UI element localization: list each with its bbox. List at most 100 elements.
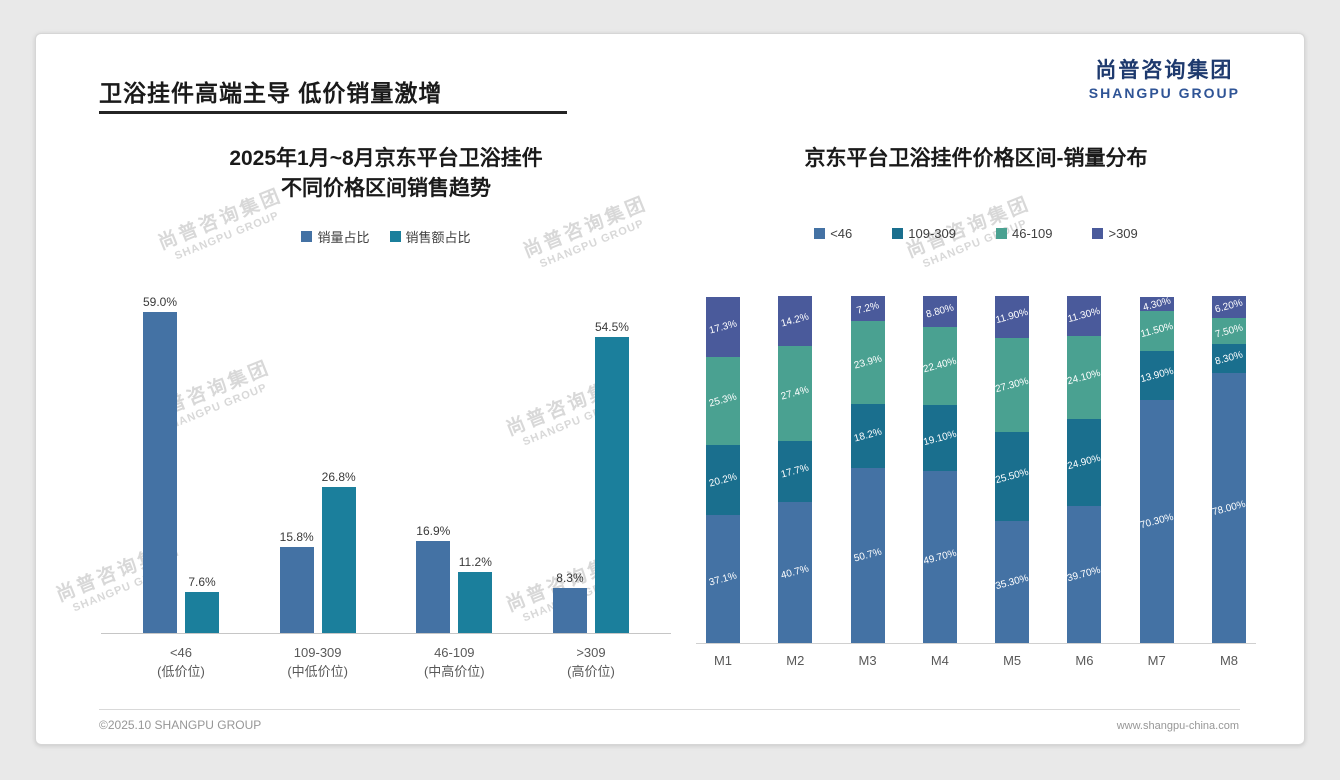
logo-english: SHANGPU GROUP [1088, 85, 1240, 101]
right-chart-x-axis: M1 M2 M3 M4 M5 M6 M7 M8 [696, 653, 1256, 668]
x-axis-label: M3 [858, 653, 877, 669]
right-chart-title: 京东平台卫浴挂件价格区间-销量分布 [804, 147, 1148, 170]
stack-segment: 17.3% [706, 296, 740, 357]
left-chart-legend: 销量占比 销售额占比 [101, 227, 671, 246]
title-underline [99, 111, 567, 114]
x-axis-label: >309 (高价位) [567, 644, 615, 680]
bar-group: 16.9% 11.2% [394, 524, 514, 633]
slide-card: 尚普咨询集团 SHANGPU GROUP 尚普咨询集团 SHANGPU GROUP 尚普… [35, 33, 1305, 745]
bar-value-label: 15.8% [279, 530, 314, 545]
bar-value-label: 8.3% [556, 570, 584, 585]
legend-swatch [1092, 228, 1104, 240]
stack-segment: 35.30% [994, 520, 1030, 644]
stack-segment: 4.30% [1139, 295, 1174, 313]
bar-group: 15.8% 26.8% [258, 470, 378, 633]
segment-value-label: 6.20% [1213, 298, 1245, 317]
grouped-bar-chart: 2025年1月~8月京东平台卫浴挂件 不同价格区间销售趋势 销量占比 销售额占比 … [101, 144, 671, 682]
stack-segment: 20.2% [706, 444, 740, 515]
segment-value-label: 27.30% [994, 375, 1030, 395]
stack-segment: 24.90% [1067, 419, 1102, 506]
segment-value-label: 19.10% [922, 428, 958, 448]
stack-segment: 39.70% [1067, 505, 1102, 644]
stacked-bar: 50.7% 18.2% 23.9% 7.2% [850, 296, 885, 644]
stack-segment: 25.3% [706, 356, 740, 445]
footer-website: www.shangpu-china.com [1116, 720, 1239, 732]
segment-value-label: 22.40% [922, 356, 958, 376]
segment-value-label: 8.80% [924, 302, 955, 321]
legend-item: 46-109 [996, 226, 1052, 241]
x-axis-label: M6 [1075, 653, 1094, 669]
stacked-bar: 40.7% 17.7% 27.4% 14.2% [778, 296, 813, 644]
stack-segment: 14.2% [778, 296, 813, 346]
x-axis-label: M5 [1003, 653, 1022, 669]
bar-wrap: 8.3% [552, 570, 587, 633]
legend-swatch [892, 228, 904, 240]
bar [185, 591, 219, 633]
bar [143, 312, 177, 633]
stack-segment: 23.9% [850, 321, 885, 405]
x-axis-label: M1 [713, 653, 733, 669]
bar [321, 487, 356, 633]
legend-item: 销量占比 [301, 227, 370, 246]
legend-item: 109-309 [892, 226, 956, 241]
x-axis-label: M4 [930, 653, 949, 669]
stack-segment: 78.00% [1211, 372, 1247, 644]
stack-segment: 49.70% [922, 470, 958, 644]
segment-value-label: 23.9% [852, 353, 883, 372]
x-axis-label: 46-109 (中高价位) [423, 644, 485, 680]
left-chart-title-line2: 不同价格区间销售趋势 [281, 177, 491, 201]
stack-segment: 50.7% [850, 467, 885, 644]
segment-value-label: 37.1% [707, 570, 739, 589]
company-logo: 尚普咨询集团 SHANGPU GROUP [1089, 54, 1240, 101]
bar-group: 59.0% 7.6% [121, 295, 241, 633]
stacked-bar-chart: 京东平台卫浴挂件价格区间-销量分布 <46 109-309 46-109 >309 3… [696, 144, 1256, 668]
stack-segment: 25.50% [994, 432, 1030, 521]
footer-divider [99, 709, 1240, 710]
bar-value-label: 11.2% [458, 554, 492, 569]
legend-label: 销售额占比 [405, 229, 471, 245]
right-chart-legend: <46 109-309 46-109 >309 [696, 226, 1256, 241]
left-chart-x-axis: <46 (低价位) 109-309 (中低价位) 46-109 (中高价位) >309 (高价… [101, 643, 671, 682]
legend-label: 销量占比 [317, 229, 370, 245]
bar-group: 8.3% 54.5% [531, 320, 651, 633]
bar-wrap: 11.2% [458, 554, 493, 633]
legend-item: 销售额占比 [389, 227, 471, 246]
segment-value-label: 24.90% [1066, 452, 1103, 473]
footer-copyright: ©2025.10 SHANGPU GROUP [99, 718, 262, 732]
bar [594, 336, 629, 633]
segment-value-label: 17.7% [780, 462, 811, 481]
stack-segment: 18.2% [850, 404, 885, 468]
stack-segment: 27.30% [994, 337, 1030, 433]
segment-value-label: 24.10% [1066, 367, 1103, 388]
stack-segment: 8.30% [1211, 343, 1246, 373]
segment-value-label: 70.30% [1138, 511, 1175, 532]
bar-wrap: 7.6% [185, 575, 219, 633]
right-chart-plot: 37.1% 20.2% 25.3% 17.3% 40.7% 17.7% 27.4% 14.2%… [696, 295, 1256, 645]
legend-label: 109-309 [908, 226, 956, 242]
stacked-bar: 49.70% 19.10% 22.40% 8.80% [922, 296, 958, 644]
stack-segment: 8.80% [922, 296, 957, 327]
stacked-bar: 37.1% 20.2% 25.3% 17.3% [706, 296, 740, 644]
stack-segment: 27.4% [778, 345, 813, 441]
segment-value-label: 27.4% [780, 384, 811, 403]
stacked-bar: 39.70% 24.90% 24.10% 11.30% [1067, 296, 1102, 644]
segment-value-label: 35.30% [994, 572, 1030, 592]
stack-segment: 13.90% [1139, 351, 1174, 400]
left-chart-plot: 59.0% 7.6% 15.8% 26.8% 16.9% 11.2% 8.3% 54.5% [101, 295, 671, 634]
stack-segment: 40.7% [778, 502, 813, 644]
page-title: 卫浴挂件高端主导 低价销量激增 [99, 80, 443, 106]
stacked-bar: 78.00% 8.30% 7.50% 6.20% [1211, 296, 1247, 644]
bar-wrap: 54.5% [595, 320, 629, 633]
segment-value-label: 50.7% [852, 546, 883, 565]
segment-value-label: 17.3% [707, 317, 739, 336]
x-axis-label: M2 [786, 653, 805, 669]
legend-swatch [301, 230, 313, 242]
bar-wrap: 26.8% [322, 470, 356, 633]
segment-value-label: 11.30% [1066, 306, 1102, 326]
segment-value-label: 11.90% [994, 307, 1030, 327]
bar-value-label: 54.5% [594, 319, 629, 334]
x-axis-label: 109-309 (中低价位) [287, 644, 348, 680]
segment-value-label: 49.70% [922, 547, 958, 567]
stack-segment: 22.40% [922, 326, 958, 405]
stack-segment: 6.20% [1211, 296, 1246, 318]
